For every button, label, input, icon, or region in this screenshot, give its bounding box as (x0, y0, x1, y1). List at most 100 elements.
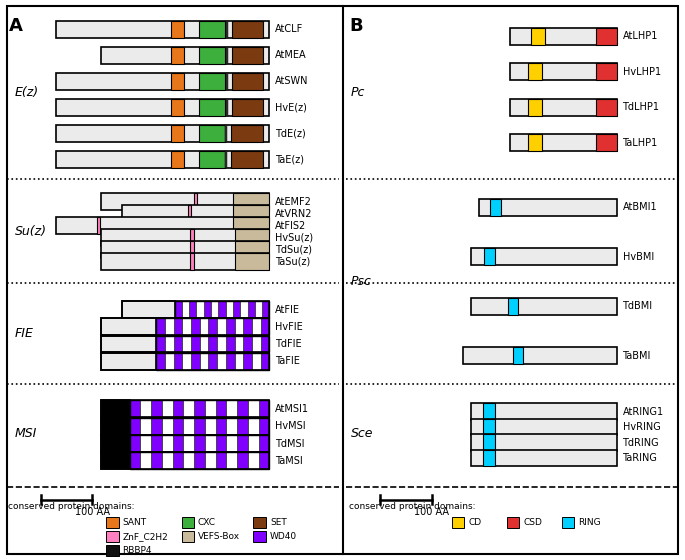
Text: Sce: Sce (351, 427, 373, 440)
Bar (101, 418, 129, 435)
Bar (191, 353, 200, 370)
Bar (216, 400, 227, 417)
Text: RING: RING (578, 518, 601, 527)
Bar (252, 335, 261, 352)
Bar (225, 21, 228, 38)
Bar (122, 301, 269, 318)
Bar (596, 28, 617, 45)
Bar (56, 217, 269, 234)
Bar (101, 353, 269, 370)
Bar (173, 452, 184, 469)
Text: RBBP4: RBBP4 (123, 546, 152, 555)
Bar (203, 301, 211, 318)
Bar (182, 531, 194, 542)
Bar (233, 301, 240, 318)
Text: AtRING1: AtRING1 (623, 407, 664, 417)
Bar (237, 452, 248, 469)
Bar (162, 418, 173, 435)
Bar (528, 134, 542, 151)
Bar (97, 217, 101, 234)
Bar (528, 99, 542, 116)
Bar (199, 125, 225, 142)
Text: MSI: MSI (15, 427, 38, 440)
Text: AtLHP1: AtLHP1 (623, 31, 658, 41)
Text: CXC: CXC (198, 518, 216, 527)
Bar (205, 435, 216, 452)
Bar (596, 134, 617, 151)
Bar (252, 353, 261, 370)
Bar (235, 241, 269, 258)
Text: HvE(z): HvE(z) (275, 102, 307, 113)
Bar (211, 301, 219, 318)
Bar (471, 450, 617, 466)
Bar (232, 205, 269, 222)
Bar (510, 99, 617, 116)
Bar (129, 418, 140, 435)
Bar (200, 353, 208, 370)
Text: TdE(z): TdE(z) (275, 128, 306, 138)
Bar (226, 319, 234, 335)
Text: A: A (9, 17, 23, 35)
Bar (531, 28, 545, 45)
Bar (184, 400, 195, 417)
Bar (227, 435, 237, 452)
Bar (227, 452, 237, 469)
Bar (106, 531, 119, 542)
Bar (190, 253, 194, 270)
Bar (101, 319, 269, 335)
Bar (151, 452, 162, 469)
Bar (175, 301, 269, 318)
Bar (483, 403, 495, 420)
Bar (184, 418, 195, 435)
Bar (208, 335, 217, 352)
Text: AtEMF2: AtEMF2 (275, 197, 312, 207)
Bar (235, 229, 269, 246)
Bar (140, 435, 151, 452)
Bar (101, 335, 156, 352)
Bar (129, 418, 269, 435)
Bar (226, 353, 234, 370)
Text: HvRING: HvRING (623, 422, 660, 432)
Bar (225, 125, 227, 142)
Bar (471, 248, 617, 265)
Bar (182, 353, 191, 370)
Bar (205, 418, 216, 435)
Bar (162, 435, 173, 452)
Text: TaE(z): TaE(z) (275, 155, 304, 165)
Bar (182, 319, 191, 335)
Bar (151, 435, 162, 452)
Bar (129, 400, 140, 417)
Bar (173, 335, 182, 352)
Bar (232, 99, 263, 116)
Text: AtCLF: AtCLF (275, 24, 303, 34)
Bar (243, 335, 252, 352)
Bar (227, 418, 237, 435)
Text: TdRING: TdRING (623, 437, 659, 447)
Text: Pc: Pc (351, 86, 365, 99)
Bar (129, 435, 269, 452)
Text: AtMEA: AtMEA (275, 50, 307, 60)
Bar (259, 418, 269, 435)
Text: ZnF_C2H2: ZnF_C2H2 (123, 532, 169, 541)
Text: conserved protein domains:: conserved protein domains: (349, 502, 476, 511)
Bar (101, 435, 269, 452)
Bar (175, 301, 182, 318)
Bar (56, 151, 269, 168)
Text: E(z): E(z) (15, 86, 39, 99)
Bar (190, 229, 194, 246)
Bar (261, 353, 269, 370)
Text: TdLHP1: TdLHP1 (623, 102, 660, 113)
Bar (101, 241, 269, 258)
Bar (225, 99, 228, 116)
Bar (106, 545, 119, 556)
Bar (171, 99, 184, 116)
Bar (259, 452, 269, 469)
Bar (507, 517, 519, 528)
Text: TaSu(z): TaSu(z) (275, 256, 310, 267)
Bar (231, 125, 263, 142)
Bar (232, 47, 263, 64)
Bar (129, 452, 269, 469)
Bar (101, 400, 129, 417)
Bar (162, 452, 173, 469)
Bar (262, 301, 269, 318)
